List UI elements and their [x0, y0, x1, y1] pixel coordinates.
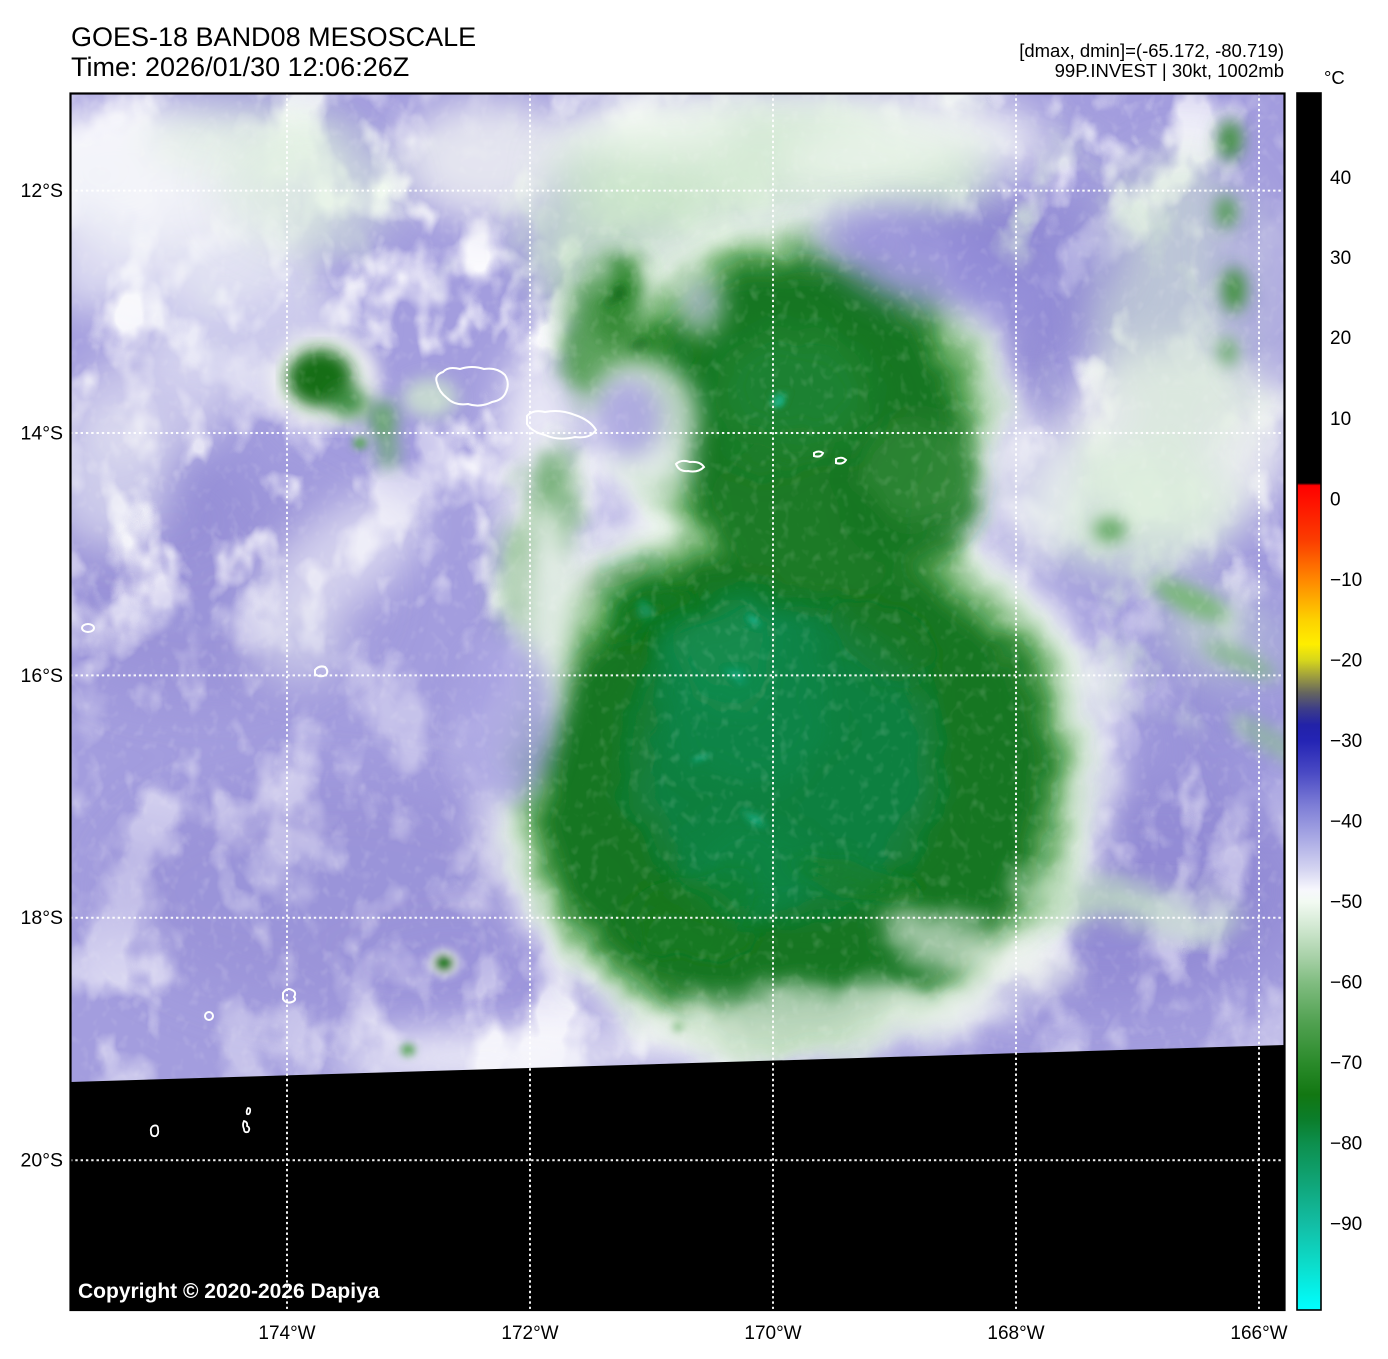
svg-text:10: 10 [1330, 409, 1351, 430]
svg-text:12°S: 12°S [21, 180, 64, 202]
svg-text:168°W: 168°W [987, 1323, 1044, 1344]
svg-text:172°W: 172°W [501, 1323, 558, 1344]
svg-text:−10: −10 [1330, 570, 1362, 591]
svg-text:Time: 2026/01/30 12:06:26Z: Time: 2026/01/30 12:06:26Z [71, 52, 409, 82]
svg-text:14°S: 14°S [21, 422, 64, 444]
svg-text:Copyright © 2020-2026 Dapiya: Copyright © 2020-2026 Dapiya [78, 1280, 380, 1303]
svg-text:40: 40 [1330, 168, 1351, 189]
svg-text:−50: −50 [1330, 892, 1362, 913]
svg-text:174°W: 174°W [258, 1323, 315, 1344]
svg-text:0: 0 [1330, 490, 1341, 511]
svg-text:16°S: 16°S [21, 665, 64, 687]
svg-text:99P.INVEST | 30kt, 1002mb: 99P.INVEST | 30kt, 1002mb [1055, 60, 1284, 81]
svg-text:−90: −90 [1330, 1214, 1362, 1235]
svg-text:−20: −20 [1330, 651, 1362, 672]
svg-text:[dmax, dmin]=(-65.172, -80.719: [dmax, dmin]=(-65.172, -80.719) [1019, 40, 1284, 61]
svg-text:GOES-18 BAND08 MESOSCALE: GOES-18 BAND08 MESOSCALE [71, 22, 476, 52]
svg-text:170°W: 170°W [744, 1323, 801, 1344]
svg-text:20: 20 [1330, 328, 1351, 349]
svg-text:−30: −30 [1330, 731, 1362, 752]
svg-text:18°S: 18°S [21, 907, 64, 929]
svg-text:−60: −60 [1330, 973, 1362, 994]
svg-text:−80: −80 [1330, 1134, 1362, 1155]
svg-text:°C: °C [1324, 67, 1345, 88]
svg-text:−40: −40 [1330, 812, 1362, 833]
svg-text:−70: −70 [1330, 1053, 1362, 1074]
svg-text:20°S: 20°S [21, 1150, 64, 1172]
svg-text:166°W: 166°W [1230, 1323, 1287, 1344]
svg-text:30: 30 [1330, 248, 1351, 269]
